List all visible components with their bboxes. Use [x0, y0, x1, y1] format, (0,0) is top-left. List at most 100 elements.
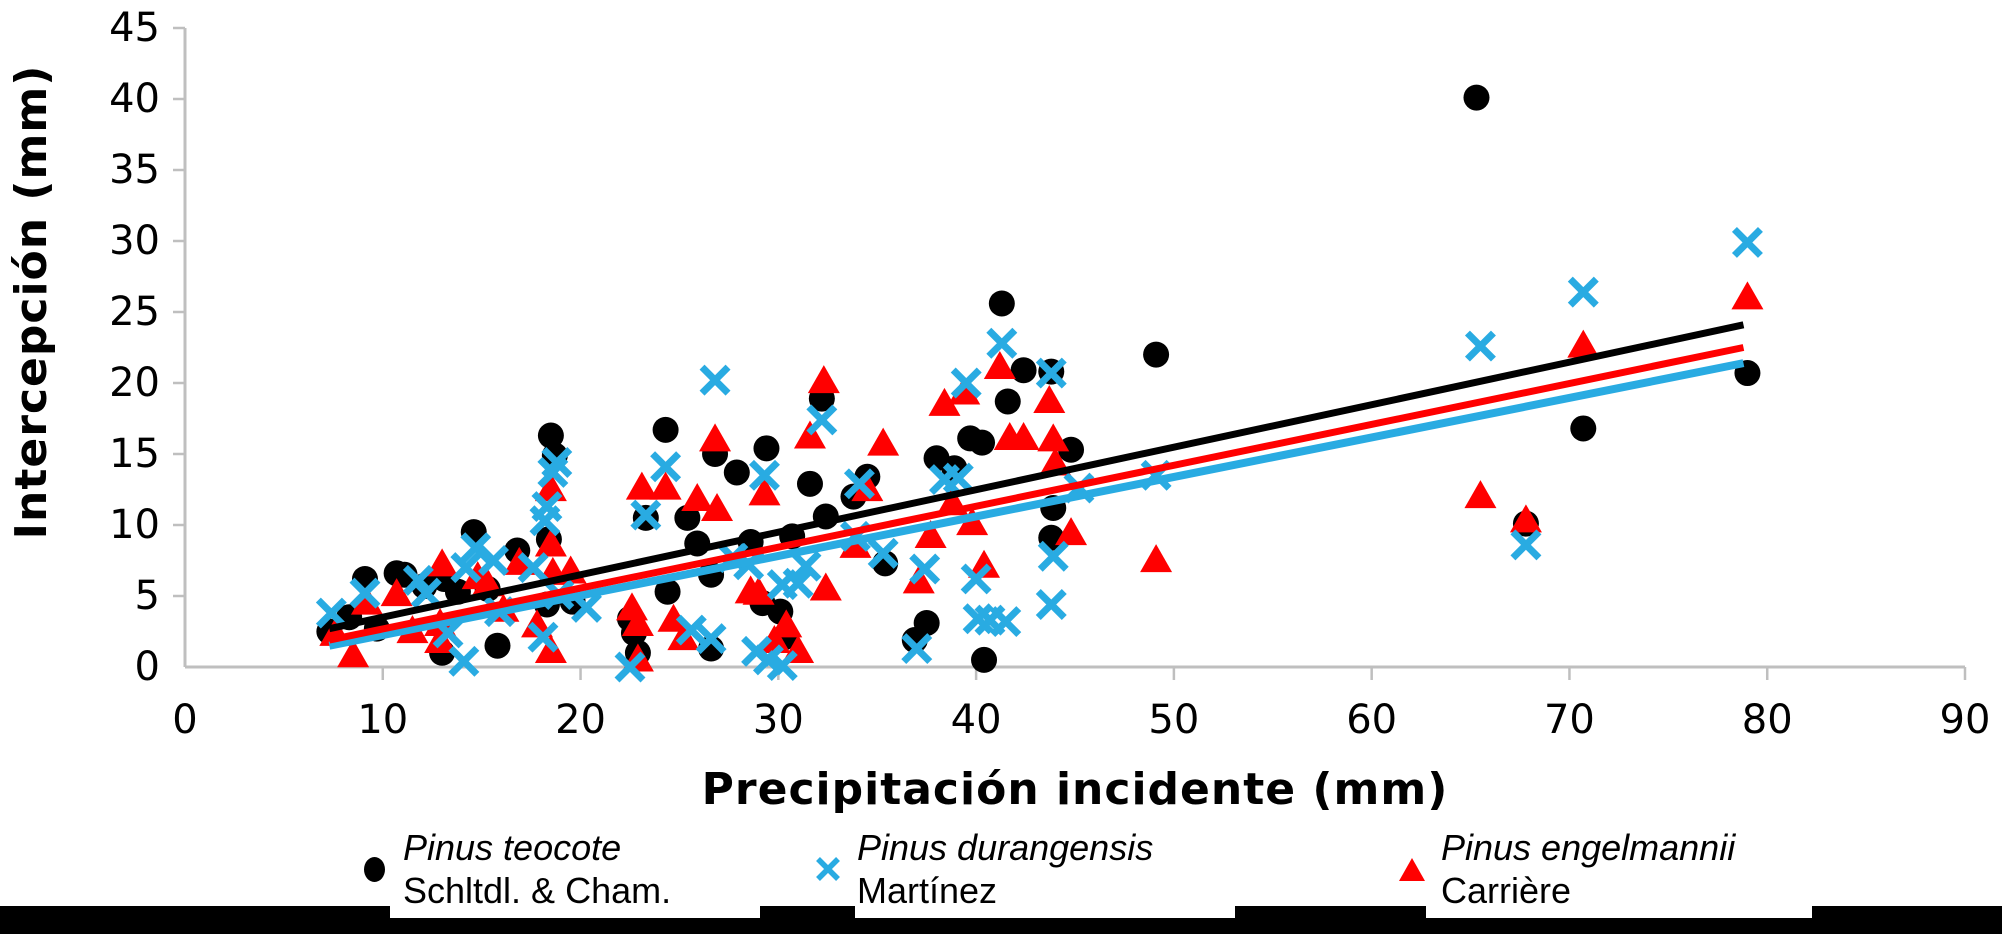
durangensis-data-point	[790, 550, 822, 582]
durangensis-data-point	[541, 447, 573, 478]
y-tick-label: 40	[109, 76, 160, 122]
durangensis-data-point	[1035, 357, 1067, 389]
durangensis-data-point	[675, 614, 707, 646]
durangensis-data-point	[990, 606, 1022, 638]
durangensis-data-point	[782, 567, 814, 599]
durangensis-data-point	[901, 633, 933, 665]
x-tick-label: 50	[1148, 697, 1200, 743]
legend-label: Pinus engelmannii Carrière	[1441, 826, 1735, 912]
engelmannii-data-point	[928, 387, 961, 416]
legend-label: Pinus durangensis Martínez	[857, 826, 1153, 912]
engelmannii-data-point	[621, 607, 654, 636]
durangensis-data-point	[349, 577, 381, 609]
engelmannii-data-point	[337, 639, 370, 668]
durangensis-data-point	[909, 553, 941, 585]
durangensis-data-point	[806, 404, 838, 436]
durangensis-trendline	[328, 359, 1745, 650]
teocote-data-point	[484, 632, 511, 659]
engelmannii-data-point	[983, 350, 1016, 379]
engelmannii-trendline	[328, 344, 1745, 644]
durangensis-data-point	[749, 459, 780, 491]
engelmannii-data-point	[534, 528, 567, 557]
engelmannii-data-point	[615, 592, 648, 621]
legend-item-pinus-durangensis: Pinus durangensis Martínez	[812, 826, 1153, 912]
y-tick-label: 25	[109, 289, 160, 335]
x-tick-label: 30	[752, 697, 804, 743]
teocote-data-point	[988, 290, 1015, 317]
engelmannii-data-point	[649, 471, 682, 500]
engelmannii-data-point	[1140, 544, 1173, 573]
engelmannii-data-point	[503, 546, 536, 575]
engelmannii-data-point	[770, 609, 803, 638]
engelmannii-data-point	[914, 519, 947, 548]
durangensis-data-point	[450, 552, 482, 584]
y-tick-label: 45	[109, 5, 160, 51]
durangensis-data-point	[517, 552, 549, 584]
durangensis-data-point	[448, 645, 480, 677]
y-tick-label: 30	[109, 218, 160, 264]
engelmannii-data-point	[1007, 421, 1040, 450]
durangensis-data-point	[960, 563, 992, 595]
x-tick-label: 80	[1741, 697, 1793, 743]
legend-species-name: Pinus engelmannii	[1441, 827, 1736, 868]
y-tick-label: 10	[109, 502, 160, 548]
legend-species-name: Pinus teocote	[403, 827, 622, 868]
teocote-data-point	[723, 459, 750, 486]
durangensis-data-point	[843, 468, 875, 500]
teocote-data-point	[1143, 341, 1170, 368]
teocote-trendline	[328, 321, 1745, 633]
teocote-data-point	[674, 504, 701, 531]
engelmannii-data-point	[1731, 281, 1764, 310]
x-tick-label: 10	[357, 697, 409, 743]
teocote-data-point	[969, 429, 996, 456]
teocote-data-point	[1010, 357, 1037, 384]
durangensis-data-point	[1510, 529, 1542, 561]
legend-authority: Schltdl. & Cham.	[403, 870, 672, 911]
engelmannii-data-point	[1055, 517, 1088, 546]
bottom-bar-gap	[1426, 906, 1812, 918]
legend-label: Pinus teocote Schltdl. & Cham.	[403, 826, 671, 912]
durangensis-data-point	[1567, 276, 1599, 308]
durangensis-data-point	[1464, 330, 1496, 362]
teocote-data-point	[537, 422, 564, 449]
legend-authority: Carrière	[1441, 870, 1572, 911]
engelmannii-data-point	[1033, 385, 1066, 414]
engelmannii-data-point	[807, 365, 840, 394]
engelmannii-data-point	[867, 427, 900, 456]
durangensis-data-point	[699, 364, 731, 396]
durangensis-data-point	[942, 462, 974, 494]
durangensis-data-point	[1035, 589, 1067, 620]
filled-circle-icon	[358, 856, 390, 882]
y-tick-label: 0	[134, 644, 160, 690]
engelmannii-data-point	[809, 572, 842, 601]
durangensis-data-point	[950, 367, 982, 399]
y-tick-label: 20	[109, 360, 160, 406]
teocote-data-point	[652, 416, 679, 443]
engelmannii-data-point	[793, 420, 826, 449]
x-tick-label: 0	[172, 697, 198, 743]
teocote-data-point	[1463, 84, 1490, 111]
x-tick-label: 90	[1939, 697, 1991, 743]
engelmannii-data-point	[681, 483, 714, 512]
legend-item-pinus-engelmannii: Pinus engelmannii Carrière	[1396, 826, 1735, 912]
engelmannii-data-point	[426, 548, 459, 577]
teocote-data-point	[654, 578, 681, 605]
durangensis-data-point	[630, 499, 662, 531]
engelmannii-data-point	[471, 568, 504, 597]
x-cross-icon	[812, 856, 844, 882]
durangensis-data-point	[614, 651, 646, 683]
durangensis-data-point	[410, 577, 442, 609]
durangensis-data-point	[527, 621, 559, 653]
durangensis-data-point	[650, 451, 682, 483]
engelmannii-data-point	[1464, 480, 1497, 509]
triangle-icon	[1396, 857, 1428, 881]
engelmannii-data-point	[968, 549, 1001, 578]
engelmannii-data-point	[625, 471, 658, 500]
x-tick-label: 70	[1543, 697, 1595, 743]
legend-authority: Martínez	[857, 870, 998, 911]
y-tick-label: 15	[109, 431, 160, 477]
engelmannii-data-point	[1509, 504, 1542, 533]
durangensis-data-point	[460, 532, 492, 564]
